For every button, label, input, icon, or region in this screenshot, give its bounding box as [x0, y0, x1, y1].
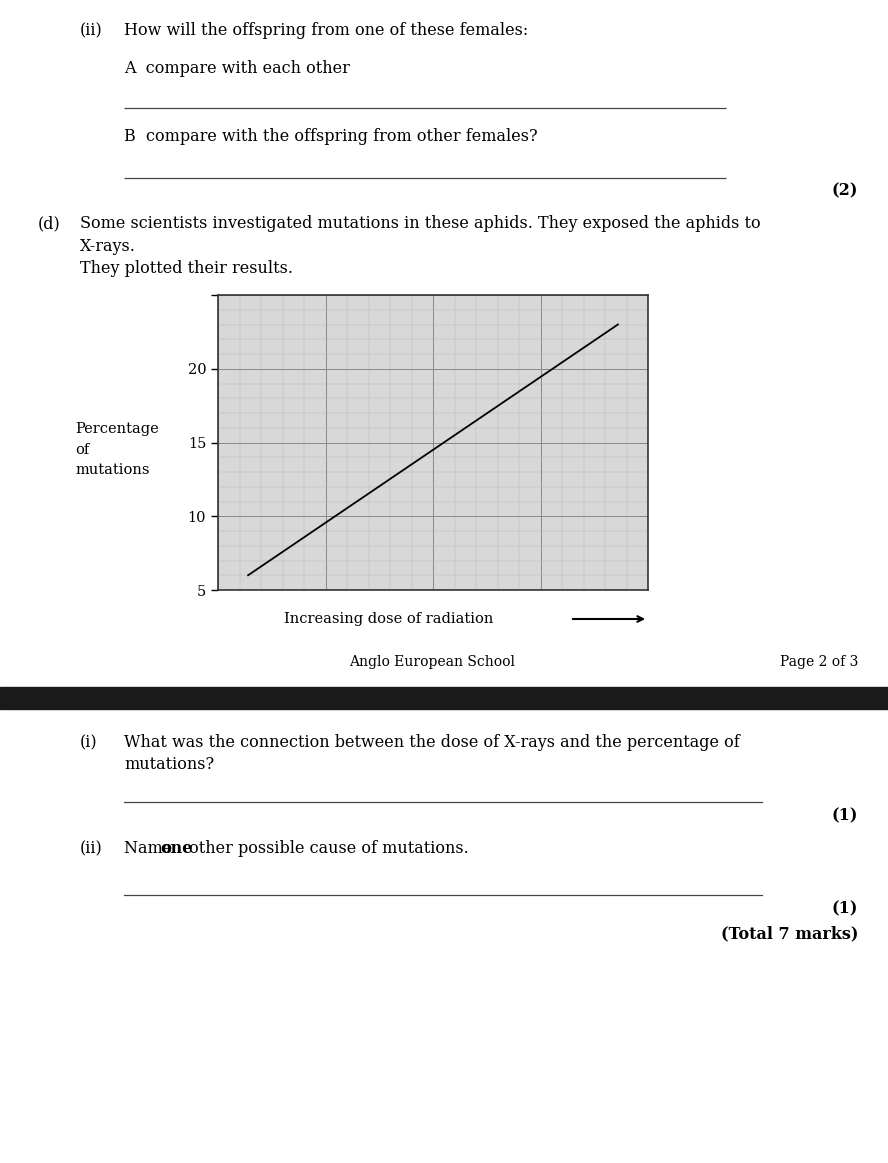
Text: (1): (1)	[832, 807, 858, 825]
Text: (2): (2)	[832, 181, 858, 199]
Text: mutations: mutations	[75, 463, 149, 477]
Bar	[0, 687, 888, 709]
Text: B  compare with the offspring from other females?: B compare with the offspring from other …	[124, 128, 537, 145]
Text: Increasing dose of radiation: Increasing dose of radiation	[284, 612, 494, 626]
Text: What was the connection between the dose of X-rays and the percentage of: What was the connection between the dose…	[124, 734, 740, 751]
Text: mutations?: mutations?	[124, 756, 214, 773]
Text: Percentage: Percentage	[75, 422, 159, 436]
Text: How will the offspring from one of these females:: How will the offspring from one of these…	[124, 22, 528, 40]
Text: Anglo European School: Anglo European School	[349, 655, 515, 669]
Text: other possible cause of mutations.: other possible cause of mutations.	[184, 840, 469, 857]
Text: X-rays.: X-rays.	[80, 238, 136, 255]
Text: one: one	[160, 840, 193, 857]
Text: (ii): (ii)	[80, 22, 103, 40]
Text: A  compare with each other: A compare with each other	[124, 60, 350, 77]
Text: (d): (d)	[38, 215, 60, 231]
Text: (i): (i)	[80, 734, 98, 751]
Text: (Total 7 marks): (Total 7 marks)	[721, 925, 858, 942]
Text: Name: Name	[124, 840, 178, 857]
Text: Some scientists investigated mutations in these aphids. They exposed the aphids : Some scientists investigated mutations i…	[80, 215, 761, 231]
Text: Page 2 of 3: Page 2 of 3	[780, 655, 858, 669]
Text: of: of	[75, 442, 90, 457]
Text: (1): (1)	[832, 900, 858, 916]
Text: (ii): (ii)	[80, 840, 103, 857]
Text: They plotted their results.: They plotted their results.	[80, 261, 293, 277]
